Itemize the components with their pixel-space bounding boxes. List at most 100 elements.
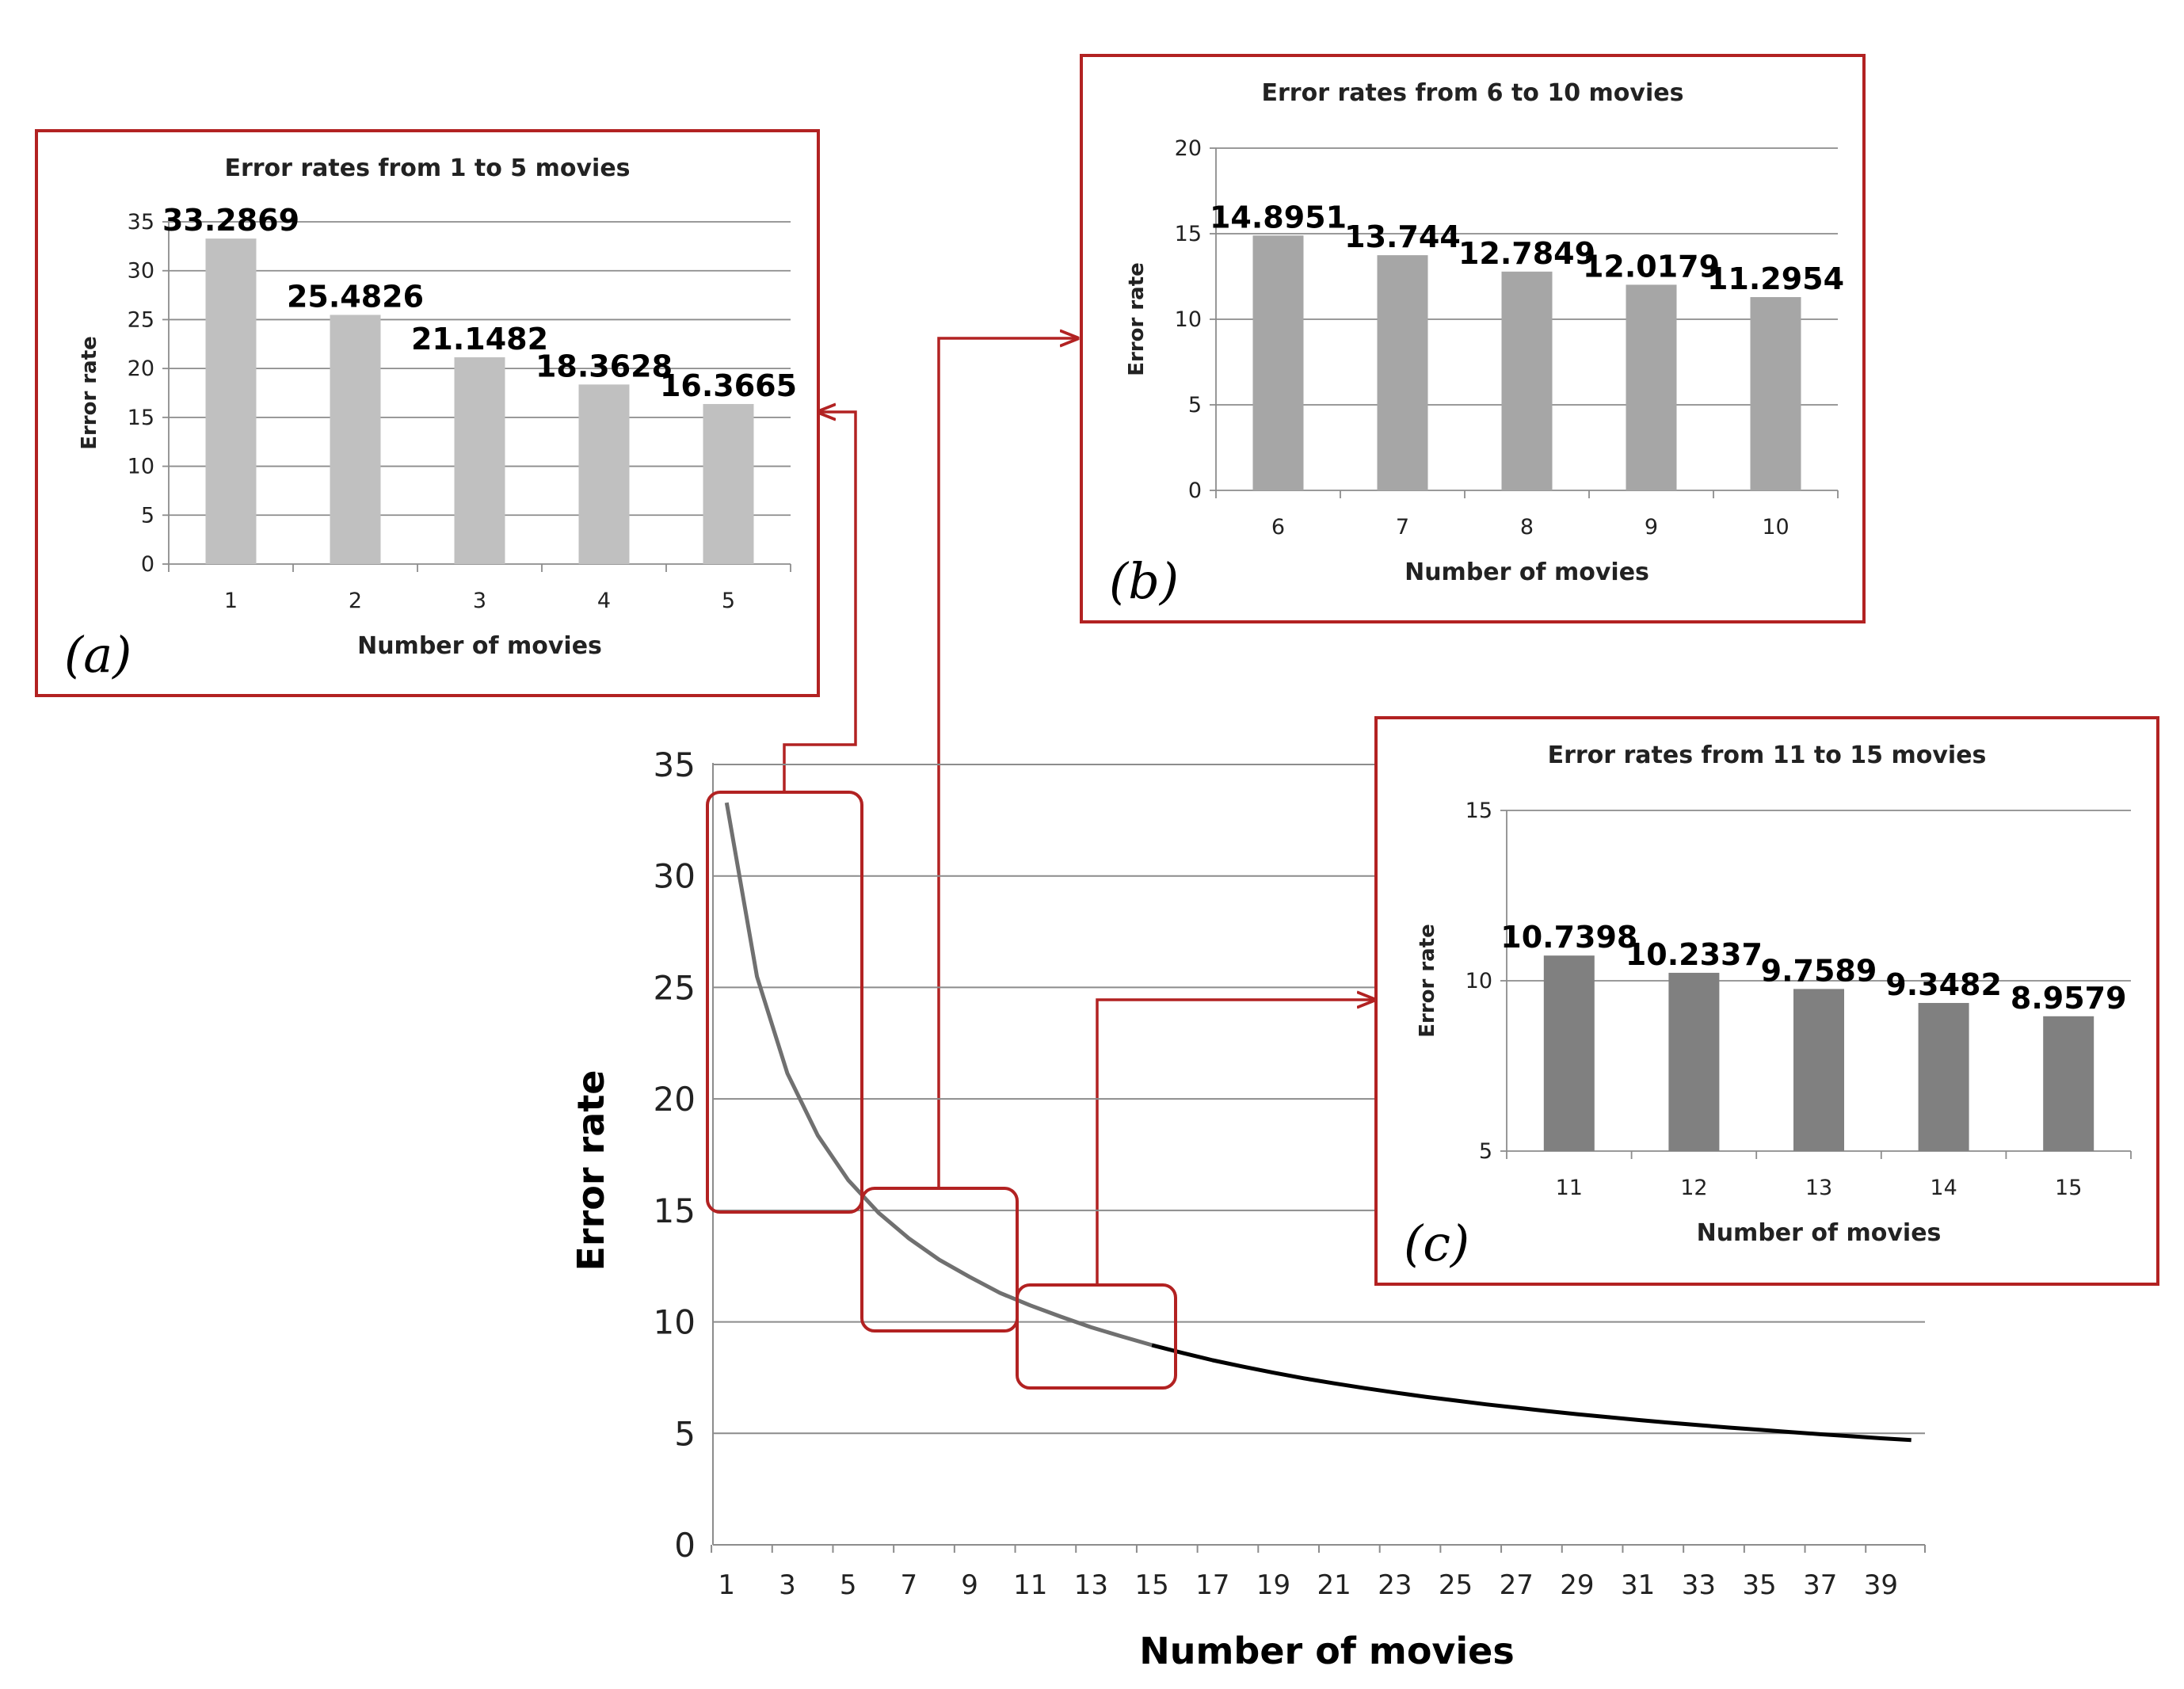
bar-value-label: 11.2954 [1707, 261, 1844, 296]
main-series-line-gray [724, 802, 1153, 1348]
main-y-tick-label: 25 [654, 968, 696, 1007]
zoom-box-a [706, 791, 863, 1214]
inset-x-tick-label: 8 [1520, 515, 1534, 539]
main-x-tick-label: 35 [1742, 1569, 1776, 1601]
zoom-highlight-boxes [706, 791, 1177, 1390]
bar-value-label: 8.9579 [2011, 981, 2127, 1016]
inset-y-tick-label: 10 [128, 455, 154, 479]
main-x-tick-label: 25 [1439, 1569, 1473, 1601]
inset-y-tick-label: 10 [1175, 307, 1202, 332]
inset-x-tick-label: 9 [1645, 515, 1658, 539]
inset-y-tick-label: 25 [128, 307, 154, 332]
main-y-tick-label: 15 [654, 1191, 696, 1230]
inset-x-tick-label: 14 [1930, 1176, 1957, 1200]
main-x-tick-label: 11 [1013, 1569, 1047, 1601]
main-y-tick-label: 20 [654, 1080, 696, 1119]
main-x-tick-label: 31 [1621, 1569, 1655, 1601]
inset-y-tick-label: 30 [128, 259, 154, 284]
inset-y-tick-label: 10 [1466, 969, 1492, 993]
inset-y-axis-label: Error rate [78, 336, 101, 450]
inset-y-axis-label: Error rate [1125, 262, 1149, 376]
inset-x-tick-label: 11 [1556, 1176, 1583, 1200]
inset-title: Error rates from 11 to 15 movies [1548, 742, 1987, 769]
inset-y-tick-label: 20 [128, 356, 154, 381]
bar-value-label: 10.7398 [1500, 920, 1637, 955]
main-y-tick-label: 0 [674, 1526, 696, 1565]
bar [1750, 297, 1801, 490]
main-x-tick-label: 37 [1803, 1569, 1837, 1601]
inset-y-tick-label: 15 [128, 406, 154, 430]
inset-x-tick-label: 10 [1762, 515, 1789, 539]
inset-x-tick-label: 1 [224, 589, 238, 613]
inset-title: Error rates from 1 to 5 movies [224, 154, 630, 182]
inset-chart-b: Error rates from 6 to 10 movies 0 5 10 15 20 1… [1080, 54, 1866, 623]
inset-x-tick-label: 13 [1805, 1176, 1832, 1200]
main-x-tick-label: 33 [1682, 1569, 1716, 1601]
connector-a [783, 412, 857, 792]
main-y-tick-label: 35 [654, 745, 696, 784]
inset-x-tick-label: 12 [1680, 1176, 1707, 1200]
zoom-box-c [1016, 1283, 1177, 1390]
inset-x-axis-label: Number of movies [357, 632, 602, 660]
inset-x-tick-label: 4 [597, 589, 611, 613]
main-y-tick-label: 5 [674, 1414, 696, 1453]
bar-value-label: 9.3482 [1885, 967, 2002, 1002]
bar-value-label: 9.7589 [1761, 953, 1877, 988]
bar [1377, 255, 1428, 490]
bar [703, 403, 754, 564]
main-x-tick-label: 1 [718, 1569, 735, 1601]
main-x-tick-label: 17 [1195, 1569, 1229, 1601]
inset-x-tick-label: 15 [2055, 1176, 2082, 1200]
inset-x-tick-label: 3 [473, 589, 486, 613]
main-series-line [1151, 1343, 1911, 1443]
inset-x-tick-label: 7 [1396, 515, 1409, 539]
bar-value-label: 16.3665 [660, 368, 797, 403]
connector-b [937, 338, 1077, 1188]
bar-value-label: 13.744 [1344, 219, 1461, 254]
inset-y-tick-label: 0 [1188, 478, 1202, 503]
inset-y-tick-label: 5 [1188, 393, 1202, 417]
inset-frame [35, 129, 820, 697]
bar [205, 238, 257, 564]
bar-value-label: 33.2869 [162, 203, 299, 238]
bar [2043, 1016, 2094, 1151]
main-x-tick-label: 7 [901, 1569, 918, 1601]
inset-title: Error rates from 6 to 10 movies [1262, 79, 1684, 107]
connector-c [1096, 1000, 1374, 1285]
inset-x-axis-label: Number of movies [1697, 1219, 1942, 1247]
main-x-tick-label: 29 [1560, 1569, 1594, 1601]
panel-label: (a) [64, 626, 131, 684]
inset-y-tick-label: 5 [141, 503, 154, 528]
main-x-tick-label: 27 [1500, 1569, 1534, 1601]
bar [1252, 235, 1304, 490]
bar-value-label: 21.1482 [411, 322, 548, 356]
bar [1501, 271, 1553, 490]
main-x-tick-label: 3 [779, 1569, 796, 1601]
main-y-axis-label: Error rate [570, 1069, 612, 1271]
inset-x-tick-label: 6 [1271, 515, 1285, 539]
panel-label: (b) [1109, 552, 1179, 610]
inset-chart-a: Error rates from 1 to 5 movies0510152025… [35, 129, 820, 697]
main-x-tick-label: 5 [840, 1569, 857, 1601]
main-x-tick-label: 39 [1864, 1569, 1898, 1601]
inset-x-tick-label: 5 [722, 589, 735, 613]
inset-chart-c: Error rates from 11 to 15 movies 5 10 15 10.… [1374, 716, 2159, 1286]
zoom-box-b [860, 1187, 1019, 1333]
main-x-tick-label: 23 [1378, 1569, 1412, 1601]
inset-y-tick-label: 20 [1175, 136, 1202, 161]
main-y-tick-label: 30 [654, 857, 696, 896]
connector-arrows [783, 338, 1374, 1285]
main-x-tick-label: 9 [961, 1569, 978, 1601]
inset-x-axis-label: Number of movies [1405, 559, 1649, 586]
bar [1918, 1003, 1969, 1151]
bar-value-label: 12.7849 [1458, 236, 1595, 271]
bar [578, 384, 630, 564]
inset-y-tick-label: 15 [1466, 799, 1492, 823]
main-x-tick-label: 15 [1134, 1569, 1168, 1601]
bar [1543, 955, 1595, 1151]
inset-y-tick-label: 5 [1479, 1139, 1492, 1164]
bar-value-label: 25.4826 [287, 279, 424, 314]
main-x-tick-label: 19 [1256, 1569, 1290, 1601]
inset-x-tick-label: 2 [349, 589, 362, 613]
